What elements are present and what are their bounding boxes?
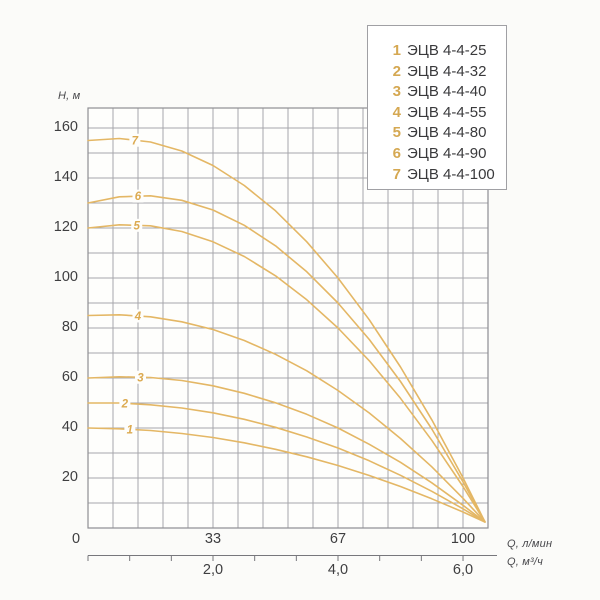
y-tick-label: 80: [61, 319, 78, 335]
y-tick-label: 60: [61, 369, 78, 385]
curve-4: [87, 313, 486, 523]
curve-label-3: 3: [137, 372, 144, 384]
legend-item: 7 ЭЦВ 4-4-100: [388, 165, 506, 186]
legend-item: 6 ЭЦВ 4-4-90: [388, 144, 506, 165]
curve-label-4: 4: [134, 311, 142, 323]
curve-1: [87, 427, 486, 523]
curve-7: [87, 137, 486, 523]
curve-label-gap: [132, 309, 144, 323]
y-tick-label: 120: [53, 219, 78, 235]
x-primary-tick-label: 67: [329, 531, 347, 547]
legend-box: 1 ЭЦВ 4-4-25 2 ЭЦВ 4-4-32 3 ЭЦВ 4-4-40 4 ЭЦВ 4-…: [367, 25, 507, 190]
x-primary-tick-label: 33: [204, 531, 222, 547]
legend-item-name: ЭЦВ 4-4-32: [407, 62, 487, 80]
x-primary-tick-label: 100: [450, 531, 476, 547]
x-secondary-tick-label: 2,0: [202, 562, 224, 578]
curve-label-gap: [129, 133, 141, 147]
x-axis-primary-unit: Q, л/мин: [507, 538, 553, 550]
legend-item: 1 ЭЦВ 4-4-25: [388, 41, 506, 62]
curve-2: [87, 402, 486, 523]
curve-label-1: 1: [127, 424, 133, 436]
y-tick-label: 100: [53, 269, 78, 285]
legend-item-number: 3: [392, 83, 401, 101]
curve-label-gap: [124, 422, 136, 436]
legend-item-name: ЭЦВ 4-4-25: [407, 42, 487, 59]
y-axis-title: H, м: [58, 90, 81, 102]
legend-item-name: ЭЦВ 4-4-55: [407, 103, 487, 121]
y-tick-label: 20: [61, 469, 78, 485]
curve-label-7: 7: [132, 135, 139, 147]
legend-item-number: 7: [392, 165, 401, 183]
y-tick-label: 160: [53, 119, 78, 135]
legend-item: 2 ЭЦВ 4-4-32: [388, 62, 506, 83]
curve-label-5: 5: [134, 220, 141, 232]
legend-item-number: 2: [392, 62, 401, 80]
legend-item: 3 ЭЦВ 4-4-40: [388, 82, 506, 103]
legend-item-name: ЭЦВ 4-4-90: [407, 144, 487, 162]
x-secondary-tick-label: 4,0: [327, 562, 349, 578]
curve-label-gap: [132, 189, 144, 203]
legend-item-number: 4: [392, 103, 401, 121]
curve-6: [87, 195, 486, 523]
legend-item-name: ЭЦВ 4-4-40: [407, 83, 487, 101]
x-axis-secondary-unit: Q, м³/ч: [507, 556, 544, 568]
x-primary-tick-label: 0: [71, 531, 81, 547]
curve-3: [87, 375, 486, 523]
legend-item-name: ЭЦВ 4-4-100: [407, 165, 495, 183]
legend-item: 4 ЭЦВ 4-4-55: [388, 103, 506, 124]
legend-item-number: 1: [392, 42, 401, 59]
legend-item: 5 ЭЦВ 4-4-80: [388, 123, 506, 144]
curve-label-6: 6: [135, 191, 142, 203]
legend-item-number: 5: [392, 124, 401, 142]
curve-label-gap: [135, 370, 146, 384]
curve-label-2: 2: [121, 398, 129, 410]
legend-item-number: 6: [392, 144, 401, 162]
curve-label-gap: [119, 396, 131, 410]
x-secondary-tick-label: 6,0: [452, 562, 474, 578]
y-tick-label: 40: [61, 419, 78, 435]
legend-item-name: ЭЦВ 4-4-80: [407, 124, 487, 142]
plot-frame: [87, 107, 489, 529]
curve-label-gap: [131, 218, 143, 232]
curve-5: [87, 224, 486, 523]
y-tick-label: 140: [53, 169, 78, 185]
